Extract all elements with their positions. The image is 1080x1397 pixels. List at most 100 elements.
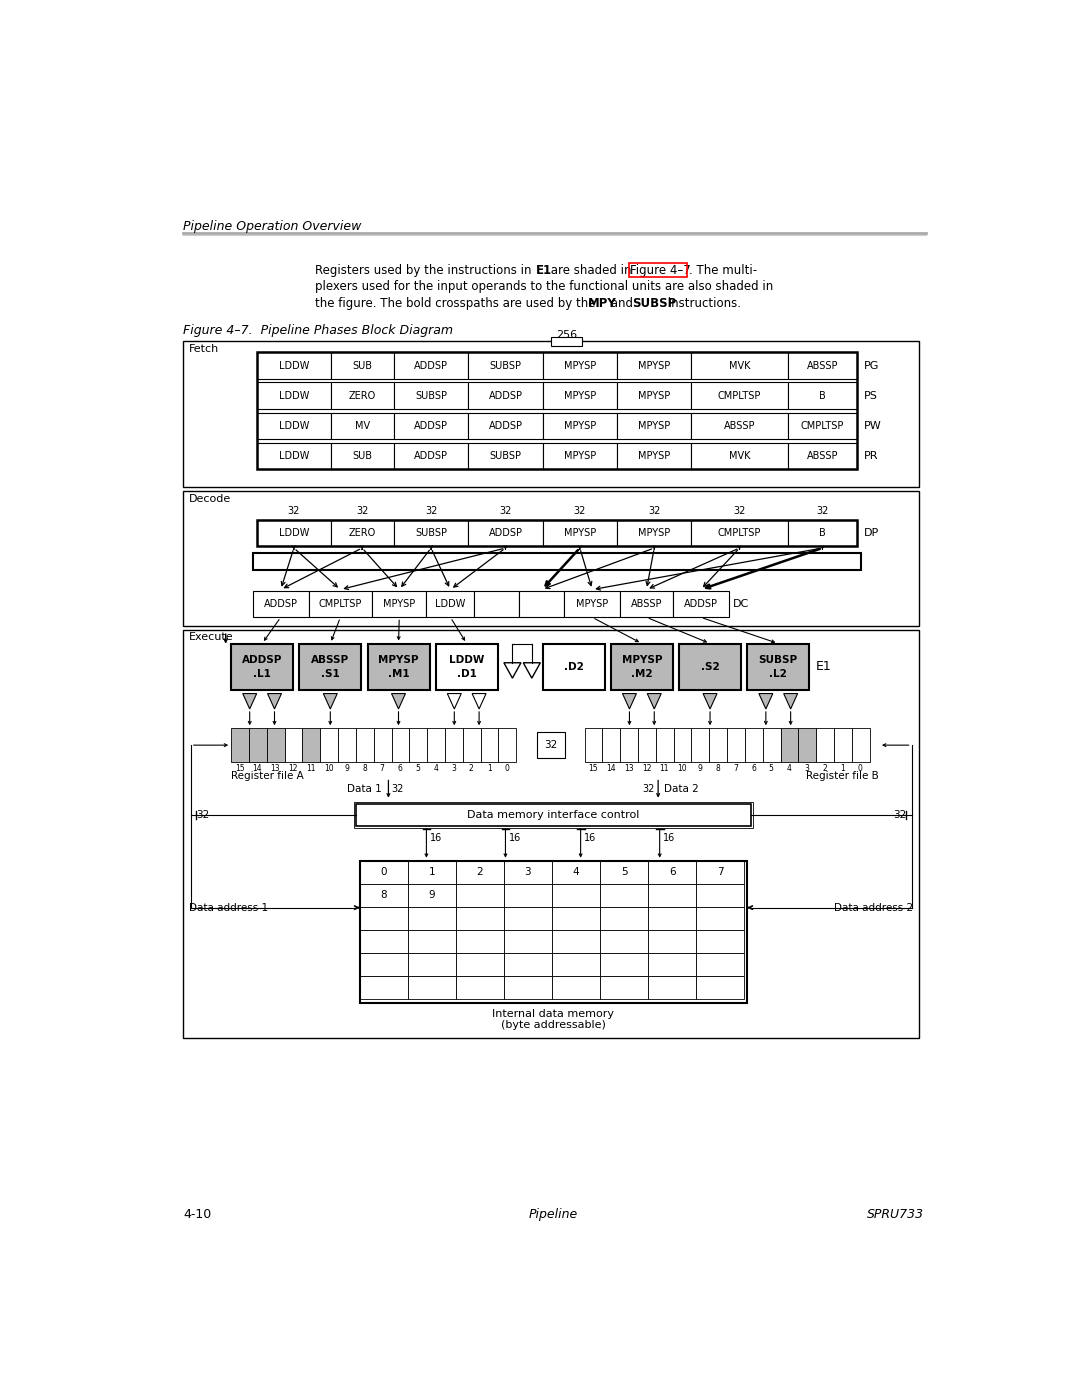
Bar <box>762 728 781 763</box>
Bar <box>183 341 919 488</box>
Text: 9: 9 <box>698 764 702 773</box>
Text: MPY: MPY <box>588 298 617 310</box>
Text: CMPLTSP: CMPLTSP <box>800 420 845 430</box>
Bar <box>617 383 691 409</box>
Text: MPYSP: MPYSP <box>638 360 671 370</box>
Text: MVK: MVK <box>729 360 751 370</box>
Bar <box>697 977 744 999</box>
Text: 14: 14 <box>253 764 262 773</box>
Bar <box>332 520 394 546</box>
Bar <box>499 728 516 763</box>
Bar <box>456 953 504 977</box>
Bar <box>674 728 691 763</box>
Text: MV: MV <box>354 420 369 430</box>
Text: ADDSP: ADDSP <box>488 420 523 430</box>
Text: 8: 8 <box>380 890 387 900</box>
Text: MPYSP: MPYSP <box>638 391 671 401</box>
Bar <box>360 861 747 1003</box>
Text: 5: 5 <box>769 764 773 773</box>
Text: LDDW: LDDW <box>279 420 309 430</box>
Polygon shape <box>268 693 282 708</box>
Bar <box>710 728 727 763</box>
Bar <box>427 591 474 617</box>
Text: ABSSP: ABSSP <box>311 655 349 665</box>
Bar <box>332 412 394 439</box>
Text: 11: 11 <box>660 764 670 773</box>
Bar <box>504 930 552 953</box>
Bar <box>408 930 456 953</box>
Bar <box>302 728 321 763</box>
Bar <box>537 732 565 759</box>
Text: 32: 32 <box>643 784 656 793</box>
Text: Data 1: Data 1 <box>348 784 382 793</box>
Bar <box>565 591 620 617</box>
Bar <box>697 861 744 884</box>
Text: .L1: .L1 <box>253 669 271 679</box>
Bar <box>321 728 338 763</box>
Bar <box>257 352 332 379</box>
Text: ADDSP: ADDSP <box>414 360 448 370</box>
Bar <box>183 490 919 626</box>
Bar <box>428 728 445 763</box>
Bar <box>504 884 552 907</box>
Polygon shape <box>472 693 486 708</box>
Bar <box>816 728 834 763</box>
Text: 13: 13 <box>624 764 634 773</box>
Bar <box>299 644 362 690</box>
Text: . The multi-: . The multi- <box>689 264 757 277</box>
Text: SUBSP: SUBSP <box>489 451 522 461</box>
Text: 3: 3 <box>451 764 456 773</box>
Text: MPYSP: MPYSP <box>564 451 596 461</box>
Text: MPYSP: MPYSP <box>576 599 608 609</box>
Text: ADDSP: ADDSP <box>414 420 448 430</box>
Bar <box>798 728 816 763</box>
Text: ADDSP: ADDSP <box>488 528 523 538</box>
Bar <box>648 884 697 907</box>
Bar <box>481 728 499 763</box>
Text: 5: 5 <box>621 868 627 877</box>
Bar <box>338 728 356 763</box>
Text: SUBSP: SUBSP <box>758 655 798 665</box>
Text: Data address 1: Data address 1 <box>189 902 268 912</box>
Text: 0: 0 <box>380 868 387 877</box>
Bar <box>267 728 284 763</box>
Bar <box>394 443 469 469</box>
Text: B: B <box>819 528 826 538</box>
Text: Figure 4–7: Figure 4–7 <box>631 264 691 277</box>
Bar <box>629 263 687 277</box>
Text: 0: 0 <box>858 764 863 773</box>
Text: 1: 1 <box>840 764 845 773</box>
Bar <box>620 728 638 763</box>
Bar <box>600 884 648 907</box>
Bar <box>257 443 332 469</box>
Bar <box>551 337 582 346</box>
Polygon shape <box>504 662 521 678</box>
Bar <box>691 520 787 546</box>
Bar <box>409 728 428 763</box>
Bar <box>656 728 674 763</box>
Text: SUBSP: SUBSP <box>632 298 676 310</box>
Text: DP: DP <box>864 528 879 538</box>
Bar <box>542 352 617 379</box>
Bar <box>469 352 542 379</box>
Text: are shaded in: are shaded in <box>548 264 635 277</box>
Bar <box>394 383 469 409</box>
Bar <box>309 591 373 617</box>
Bar <box>394 412 469 439</box>
Bar <box>600 930 648 953</box>
Bar <box>248 728 267 763</box>
Text: 3: 3 <box>525 868 531 877</box>
Text: DC: DC <box>733 599 750 609</box>
Text: 32: 32 <box>424 506 437 515</box>
Text: E1: E1 <box>536 264 552 277</box>
Bar <box>504 953 552 977</box>
Bar <box>356 805 751 826</box>
Text: 12: 12 <box>642 764 651 773</box>
Bar <box>469 383 542 409</box>
Text: Pipeline Operation Overview: Pipeline Operation Overview <box>183 219 362 233</box>
Text: CMPLTSP: CMPLTSP <box>718 391 761 401</box>
Text: SUBSP: SUBSP <box>415 391 447 401</box>
Bar <box>852 728 869 763</box>
Polygon shape <box>703 693 717 708</box>
Text: LDDW: LDDW <box>279 528 309 538</box>
